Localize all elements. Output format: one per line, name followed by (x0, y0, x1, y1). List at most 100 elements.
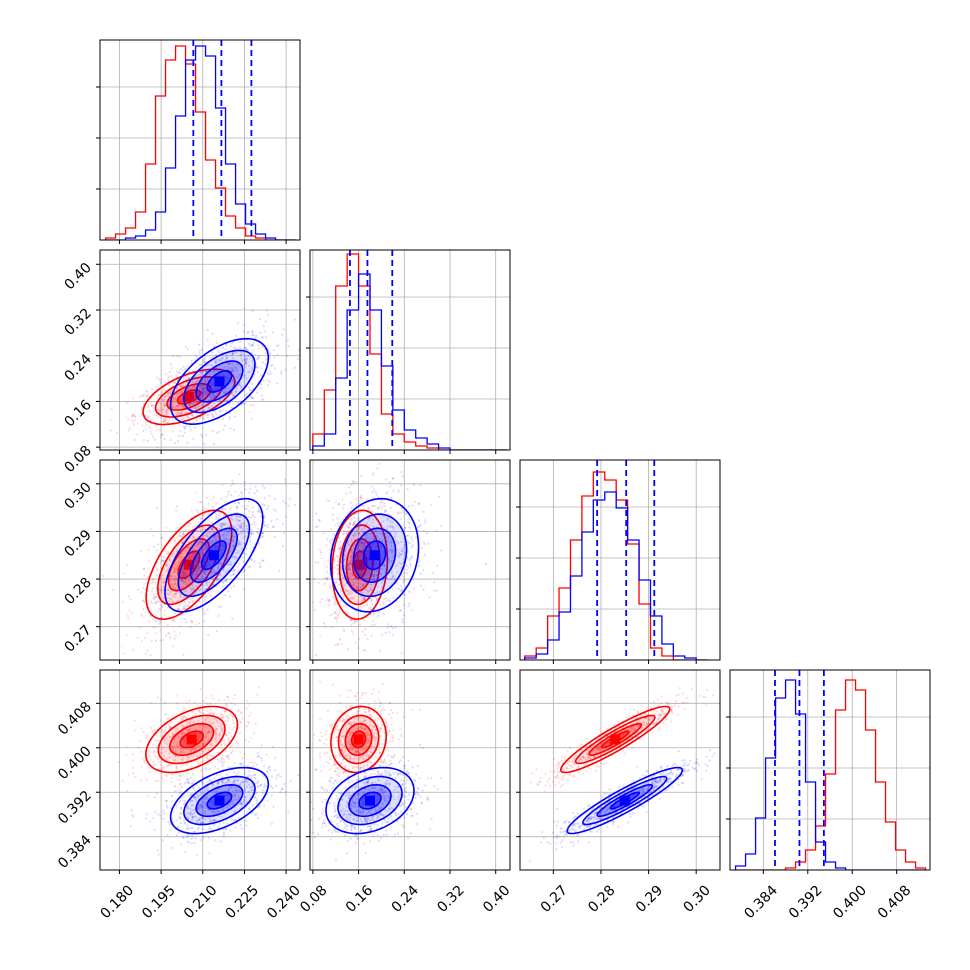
panel-3-0 (96, 669, 301, 874)
scatter-point (336, 608, 339, 612)
scatter-point (440, 549, 443, 552)
scatter-point (182, 607, 185, 610)
scatter-point (230, 342, 234, 345)
scatter-point (183, 427, 186, 431)
scatter-point (151, 729, 154, 733)
scatter-point (244, 507, 247, 511)
scatter-point (184, 425, 187, 428)
scatter-point (168, 370, 171, 374)
scatter-point (163, 812, 166, 815)
scatter-point (193, 395, 197, 398)
scatter-point (145, 423, 148, 426)
scatter-point (228, 418, 231, 421)
scatter-point (267, 383, 270, 387)
scatter-point (207, 535, 210, 538)
scatter-point (251, 360, 254, 363)
scatter-point (355, 481, 358, 484)
scatter-point (173, 587, 176, 590)
scatter-point (161, 605, 164, 608)
scatter-point (435, 589, 438, 592)
scatter-point (223, 365, 227, 368)
scatter-point (174, 397, 177, 400)
scatter-point (238, 381, 242, 385)
scatter-point (176, 589, 180, 592)
scatter-point (159, 577, 162, 580)
scatter-point (436, 564, 439, 567)
scatter-point (215, 527, 218, 530)
scatter-point (231, 369, 234, 372)
scatter-point (248, 541, 252, 544)
y-tick-label: 0.30 (61, 479, 94, 512)
scatter-point (226, 563, 229, 566)
scatter-point (271, 745, 275, 748)
scatter-point (176, 387, 179, 390)
scatter-point (247, 704, 250, 707)
scatter-point (265, 753, 268, 756)
scatter-point (188, 425, 191, 428)
scatter-point (232, 373, 235, 376)
scatter-point (229, 574, 233, 577)
scatter-point (177, 778, 181, 782)
scatter-point (203, 559, 206, 562)
scatter-point (182, 404, 185, 408)
scatter-point (245, 699, 248, 702)
scatter-point (357, 500, 360, 503)
scatter-point (153, 421, 157, 424)
scatter-point (230, 353, 234, 357)
scatter-point (165, 411, 168, 414)
scatter-point (353, 619, 356, 622)
scatter-point (179, 391, 182, 394)
scatter-point (204, 391, 207, 394)
scatter-point (183, 600, 186, 604)
scatter-point (252, 349, 255, 352)
scatter-point (198, 343, 201, 347)
scatter-point (230, 708, 233, 711)
scatter-point (173, 393, 176, 396)
scatter-point (331, 537, 334, 540)
scatter-point (180, 843, 183, 846)
scatter-point (334, 501, 337, 504)
scatter-point (417, 519, 420, 522)
scatter-point (195, 623, 198, 626)
density-peak-blue (369, 550, 380, 561)
scatter-point (197, 565, 200, 568)
scatter-point (208, 767, 211, 770)
scatter-point (225, 376, 228, 379)
scatter-point (132, 648, 135, 651)
y-tick-label: 0.32 (61, 306, 94, 339)
scatter-point (188, 371, 191, 374)
scatter-point (261, 361, 265, 364)
scatter-point (211, 505, 215, 509)
scatter-point (127, 595, 131, 598)
scatter-point (145, 395, 148, 398)
scatter-point (313, 608, 317, 612)
scatter-point (280, 372, 283, 375)
scatter-point (217, 573, 221, 576)
scatter-point (199, 415, 202, 418)
scatter-point (206, 535, 209, 538)
scatter-point (267, 505, 270, 508)
scatter-point (198, 396, 201, 399)
scatter-point (250, 532, 253, 535)
scatter-point (171, 619, 174, 622)
scatter-point (132, 415, 135, 418)
scatter-point (181, 540, 184, 543)
panel-1-0 (96, 249, 301, 454)
scatter-point (144, 587, 147, 590)
scatter-point (248, 536, 252, 539)
scatter-point (211, 515, 214, 518)
scatter-point (200, 517, 203, 520)
scatter-point (258, 542, 261, 545)
scatter-point (180, 418, 183, 421)
scatter-point (215, 502, 218, 505)
scatter-point (403, 593, 407, 596)
scatter-point (181, 397, 184, 400)
scatter-point (163, 556, 166, 559)
scatter-point (342, 628, 346, 631)
scatter-point (198, 363, 202, 366)
scatter-point (218, 573, 222, 576)
scatter-point (181, 575, 185, 578)
scatter-point (167, 380, 170, 383)
scatter-point (272, 507, 275, 511)
scatter-point (185, 583, 188, 586)
